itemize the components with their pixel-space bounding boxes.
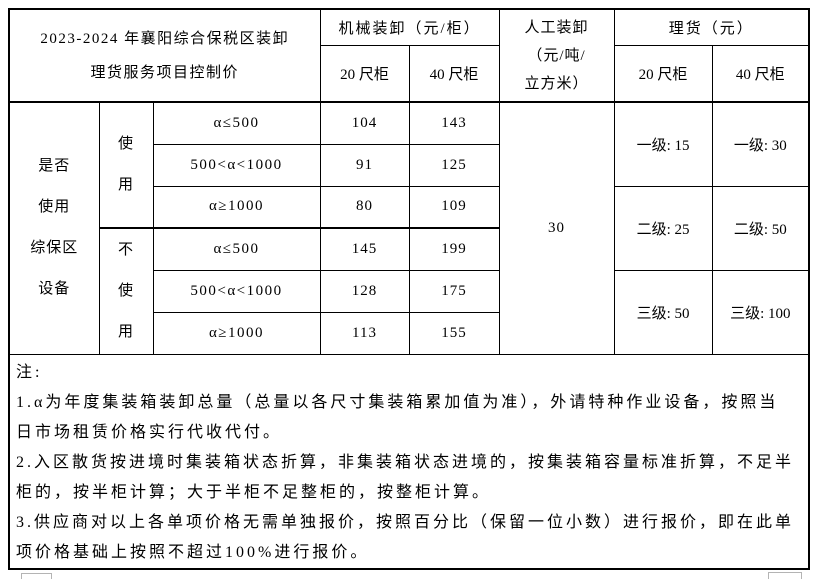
note-item-2: 2.入区散货按进境时集装箱状态折算，非集装箱状态进境的，按集装箱容量标准折算，不…	[16, 453, 795, 501]
condition-cell: α≥1000	[152, 311, 321, 355]
cutoff-cell-fragment-right	[768, 572, 802, 579]
tally-cell-level2-40ft: 二级: 50	[711, 185, 809, 271]
price-cell-40ft: 143	[408, 101, 500, 145]
price-cell-40ft: 155	[408, 311, 500, 355]
row-group-label: 是否 使用 综保区 设备	[10, 101, 100, 355]
tally-cell-level1-40ft: 一级: 30	[711, 101, 809, 187]
price-cell-20ft: 91	[319, 143, 410, 187]
header-mechanical: 机械装卸（元/柜）	[319, 10, 500, 46]
price-cell-20ft: 104	[319, 101, 410, 145]
price-cell-20ft: 80	[319, 185, 410, 229]
notes-label: 注:	[16, 363, 43, 381]
subheader-mech-40ft: 40 尺柜	[408, 44, 500, 103]
condition-cell: 500<α<1000	[152, 269, 321, 313]
cutoff-cell-fragment-left	[21, 573, 52, 579]
manual-price-cell: 30	[498, 101, 615, 355]
header-manual: 人工装卸 （元/吨/ 立方米）	[498, 10, 615, 103]
tally-cell-level2-20ft: 二级: 25	[613, 185, 713, 271]
price-cell-40ft: 175	[408, 269, 500, 313]
price-cell-40ft: 199	[408, 227, 500, 271]
subheader-tally-20ft: 20 尺柜	[613, 44, 713, 103]
tally-cell-level3-40ft: 三级: 100	[711, 269, 809, 355]
condition-cell: α≤500	[152, 101, 321, 145]
group-label-use: 使 用	[98, 101, 154, 229]
price-cell-40ft: 109	[408, 185, 500, 229]
subheader-mech-20ft: 20 尺柜	[319, 44, 410, 103]
table-title: 2023-2024 年襄阳综合保税区装卸 理货服务项目控制价	[10, 10, 321, 103]
price-table: 2023-2024 年襄阳综合保税区装卸 理货服务项目控制价 机械装卸（元/柜）…	[10, 10, 809, 355]
notes-section: 注: 1.α为年度集装箱装卸总量（总量以各尺寸集装箱累加值为准），外请特种作业设…	[10, 355, 808, 569]
price-cell-20ft: 128	[319, 269, 410, 313]
condition-cell: 500<α<1000	[152, 143, 321, 187]
header-tally: 理货（元）	[613, 10, 809, 46]
subheader-tally-40ft: 40 尺柜	[711, 44, 809, 103]
tally-cell-level1-20ft: 一级: 15	[613, 101, 713, 187]
group-label-not-use: 不 使 用	[98, 227, 154, 355]
condition-cell: α≤500	[152, 227, 321, 271]
price-cell-20ft: 113	[319, 311, 410, 355]
bordered-sheet: 2023-2024 年襄阳综合保税区装卸 理货服务项目控制价 机械装卸（元/柜）…	[8, 8, 810, 570]
price-cell-40ft: 125	[408, 143, 500, 187]
note-item-1: 1.α为年度集装箱装卸总量（总量以各尺寸集装箱累加值为准），外请特种作业设备，按…	[16, 393, 779, 441]
tally-cell-level3-20ft: 三级: 50	[613, 269, 713, 355]
note-item-3: 3.供应商对以上各单项价格无需单独报价，按照百分比（保留一位小数）进行报价，即在…	[16, 513, 795, 561]
condition-cell: α≥1000	[152, 185, 321, 229]
price-cell-20ft: 145	[319, 227, 410, 271]
